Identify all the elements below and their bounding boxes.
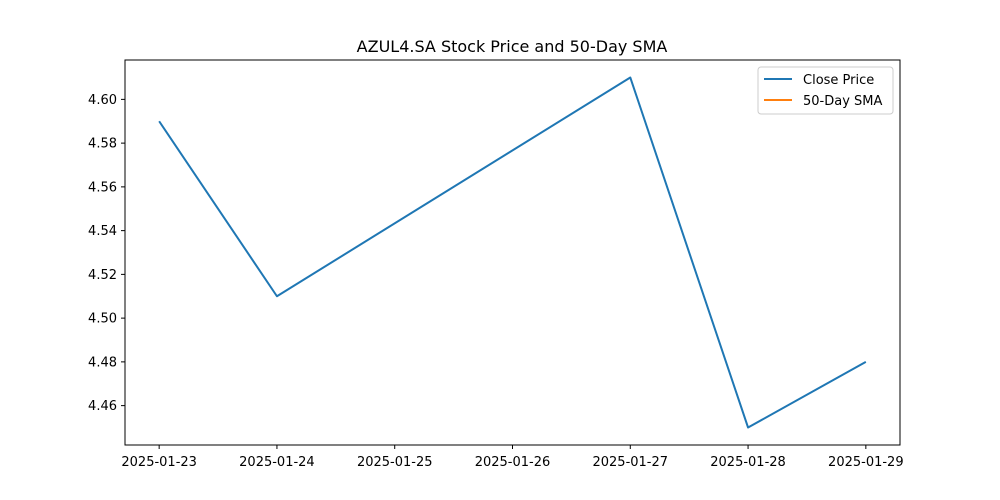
legend-label: 50-Day SMA <box>803 94 883 109</box>
x-axis: 2025-01-23 2025-01-24 2025-01-25 2025-01-26… <box>121 445 904 470</box>
legend-label: Close Price <box>803 73 874 88</box>
chart-title: AZUL4.SA Stock Price and 50-Day SMA <box>357 37 668 56</box>
x-tick-label: 2025-01-27 <box>592 455 668 470</box>
x-tick-label: 2025-01-25 <box>357 455 433 470</box>
x-tick-label: 2025-01-28 <box>710 455 786 470</box>
plot-area <box>125 60 900 445</box>
y-tick-label: 4.52 <box>88 268 117 283</box>
x-tick-label: 2025-01-26 <box>475 455 551 470</box>
x-tick-label: 2025-01-23 <box>121 455 197 470</box>
series-layer <box>158 76 867 429</box>
x-tick-label: 2025-01-29 <box>828 455 904 470</box>
x-tick-label: 2025-01-24 <box>239 455 315 470</box>
y-tick-label: 4.60 <box>88 93 117 108</box>
y-axis: 4.46 4.48 4.50 4.52 4.54 4.56 4.58 4.60 <box>88 93 125 414</box>
legend: Close Price 50-Day SMA <box>757 66 894 115</box>
y-tick-label: 4.46 <box>88 399 117 414</box>
plot-frame <box>124 59 901 446</box>
y-tick-label: 4.54 <box>88 224 117 239</box>
y-tick-label: 4.58 <box>88 137 117 152</box>
y-tick-label: 4.50 <box>88 312 117 327</box>
series-line-0 <box>158 76 867 429</box>
y-tick-label: 4.56 <box>88 180 117 195</box>
y-tick-label: 4.48 <box>88 355 117 370</box>
